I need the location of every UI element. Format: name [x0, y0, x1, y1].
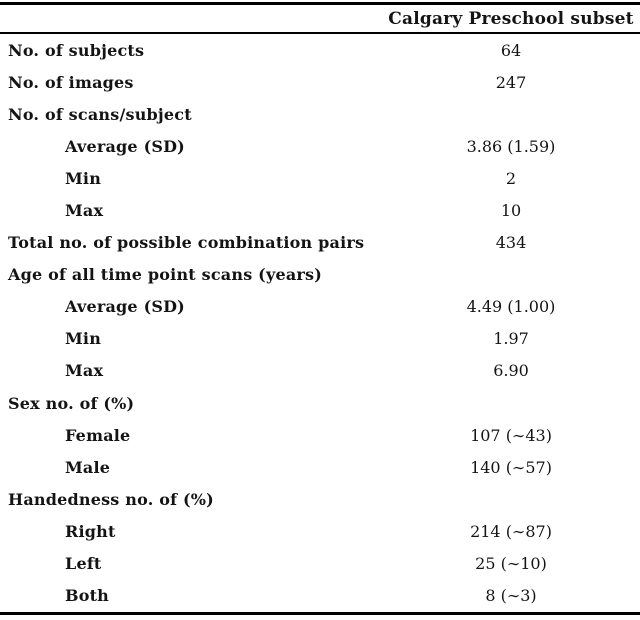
- table-row: Male 140 (∼57): [0, 451, 640, 483]
- row-value: 140 (∼57): [470, 457, 552, 477]
- row-label: Average (SD): [65, 136, 185, 156]
- row-value: 214 (∼87): [470, 521, 552, 541]
- row-value: 107 (∼43): [470, 425, 552, 445]
- row-label: Average (SD): [65, 297, 185, 317]
- row-label: No. of scans/subject: [8, 104, 192, 124]
- table-row: Right 214 (∼87): [0, 515, 640, 547]
- table-row: Left 25 (∼10): [0, 548, 640, 580]
- table-row: Total no. of possible combination pairs 4…: [0, 227, 640, 259]
- table-row: No. of subjects 64: [0, 34, 640, 66]
- table-header-row: Calgary Preschool subset: [0, 5, 640, 32]
- table-row: Max 10: [0, 194, 640, 226]
- table-row: Handedness no. of (%): [0, 483, 640, 515]
- table-row: Age of all time point scans (years): [0, 259, 640, 291]
- row-label: Min: [65, 329, 102, 349]
- row-label: Age of all time point scans (years): [8, 265, 322, 285]
- row-label: Female: [65, 425, 131, 445]
- column-header-calgary-preschool-subset: Calgary Preschool subset: [388, 8, 634, 29]
- row-value: 6.90: [493, 361, 529, 381]
- table-row: Min 2: [0, 162, 640, 194]
- row-value: 10: [500, 201, 522, 221]
- row-value: 8 (∼3): [485, 586, 537, 606]
- table-bottom-rule: [0, 612, 640, 615]
- row-value: 4.49 (1.00): [466, 297, 556, 317]
- row-value: 2: [505, 168, 517, 188]
- row-label: Both: [65, 586, 110, 606]
- table-row: Average (SD) 4.49 (1.00): [0, 291, 640, 323]
- row-value: 1.97: [493, 329, 529, 349]
- row-label: Handedness no. of (%): [8, 489, 214, 509]
- row-label: Min: [65, 168, 102, 188]
- row-value: 434: [495, 233, 527, 253]
- table-row: Female 107 (∼43): [0, 419, 640, 451]
- table-top-rule: [0, 2, 640, 5]
- row-value: 247: [495, 72, 527, 92]
- row-label: Male: [65, 457, 111, 477]
- table-row: Max 6.90: [0, 355, 640, 387]
- row-value: 3.86 (1.59): [466, 136, 556, 156]
- row-label: No. of images: [8, 72, 134, 92]
- row-label: No. of subjects: [8, 40, 145, 60]
- row-label: Sex no. of (%): [8, 393, 135, 413]
- row-value: 25 (∼10): [475, 554, 547, 574]
- row-label: Max: [65, 201, 104, 221]
- table-row: Both 8 (∼3): [0, 580, 640, 612]
- table-row: Min 1.97: [0, 323, 640, 355]
- row-label: Left: [65, 554, 102, 574]
- row-label: Right: [65, 521, 116, 541]
- table-body: No. of subjects 64 No. of images 247 No. of …: [0, 34, 640, 612]
- table-row: Sex no. of (%): [0, 387, 640, 419]
- row-value: 64: [500, 40, 522, 60]
- table-mid-rule: [0, 32, 640, 34]
- row-label: Total no. of possible combination pairs: [8, 233, 365, 253]
- table-row: No. of images 247: [0, 66, 640, 98]
- table-row: No. of scans/subject: [0, 98, 640, 130]
- table-row: Average (SD) 3.86 (1.59): [0, 130, 640, 162]
- row-label: Max: [65, 361, 104, 381]
